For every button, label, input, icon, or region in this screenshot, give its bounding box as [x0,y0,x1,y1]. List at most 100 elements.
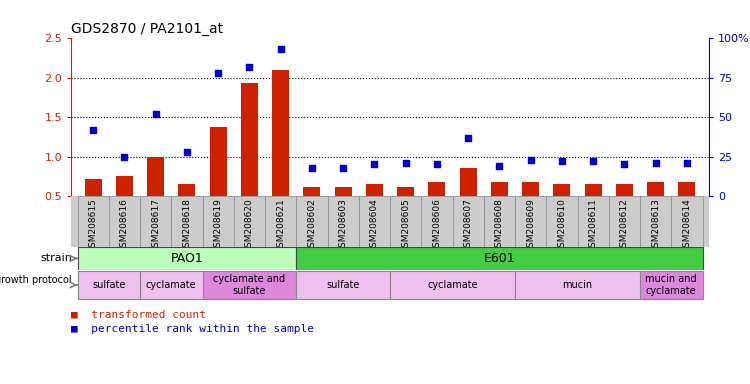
Bar [428,182,445,235]
Point [243,64,255,70]
Text: GSM208606: GSM208606 [432,199,441,253]
Point [118,154,130,160]
Text: GSM208608: GSM208608 [495,199,504,253]
Bar [578,196,609,247]
Text: GSM208603: GSM208603 [339,199,347,253]
Bar [178,184,196,235]
Text: GSM208615: GSM208615 [88,199,98,253]
Bar [522,182,539,235]
Text: GSM208618: GSM208618 [182,199,191,253]
Point [181,149,193,155]
Text: sulfate: sulfate [92,280,125,290]
Bar [296,247,703,270]
Text: E601: E601 [484,252,515,265]
Text: mucin: mucin [562,280,592,290]
Text: GSM208602: GSM208602 [308,199,316,253]
Text: GSM208610: GSM208610 [557,199,566,253]
Text: GSM208620: GSM208620 [244,199,254,253]
Point [494,163,506,169]
Bar [272,70,290,235]
Bar [484,196,515,247]
Point [149,111,162,117]
Text: GSM208617: GSM208617 [151,199,160,253]
Bar [366,184,383,235]
Text: growth protocol: growth protocol [0,275,72,285]
Bar [265,196,296,247]
Point [306,164,318,170]
Bar [671,196,703,247]
Bar [241,83,258,235]
Text: mucin and
cyclamate: mucin and cyclamate [646,274,697,296]
Bar [109,196,140,247]
Bar [452,196,484,247]
Text: strain: strain [40,253,72,263]
Point [430,161,442,167]
Bar [584,184,602,235]
Bar [296,271,390,299]
Text: GSM208605: GSM208605 [401,199,410,253]
Text: GSM208613: GSM208613 [651,199,660,253]
Point [337,164,349,170]
Bar [546,196,578,247]
Bar [334,187,352,235]
Point [212,70,224,76]
Bar [328,196,358,247]
Point [400,160,412,166]
Bar [647,182,664,235]
Bar [460,167,477,235]
Bar [234,196,265,247]
Bar [209,127,226,235]
Bar [202,196,234,247]
Point [556,158,568,164]
Point [650,160,662,166]
Point [619,161,631,167]
Text: GSM208621: GSM208621 [276,199,285,253]
Point [87,127,99,133]
Point [368,161,380,167]
Bar [554,184,571,235]
Bar [515,196,546,247]
Bar [515,271,640,299]
Bar [397,187,414,235]
Bar [77,196,109,247]
Bar [390,271,515,299]
Bar [390,196,422,247]
Bar [640,271,703,299]
Point [587,158,599,164]
Bar [171,196,202,247]
Text: GSM208616: GSM208616 [120,199,129,253]
Text: cyclamate and
sulfate: cyclamate and sulfate [213,274,286,296]
Bar [678,182,695,235]
Bar [358,196,390,247]
Point [462,135,474,141]
Text: GSM208604: GSM208604 [370,199,379,253]
Bar [85,179,102,235]
Text: cyclamate: cyclamate [427,280,478,290]
Text: sulfate: sulfate [326,280,360,290]
Text: GSM208611: GSM208611 [589,199,598,253]
Point [525,157,537,163]
Text: GSM208607: GSM208607 [464,199,472,253]
Text: GDS2870 / PA2101_at: GDS2870 / PA2101_at [71,22,224,36]
Text: PAO1: PAO1 [170,252,203,265]
Bar [77,271,140,299]
Text: GSM208614: GSM208614 [682,199,692,253]
Bar [140,271,202,299]
Bar [422,196,452,247]
Text: GSM208619: GSM208619 [214,199,223,253]
Bar [609,196,640,247]
Bar [147,157,164,235]
Text: ■  transformed count: ■ transformed count [71,309,206,319]
Point [681,160,693,166]
Bar [616,184,633,235]
Bar [303,187,320,235]
Text: GSM208609: GSM208609 [526,199,536,253]
Bar [202,271,296,299]
Bar [490,182,508,235]
Point [274,46,286,53]
Bar [640,196,671,247]
Bar [296,196,328,247]
Text: cyclamate: cyclamate [146,280,196,290]
Bar [140,196,171,247]
Text: GSM208612: GSM208612 [620,199,629,253]
